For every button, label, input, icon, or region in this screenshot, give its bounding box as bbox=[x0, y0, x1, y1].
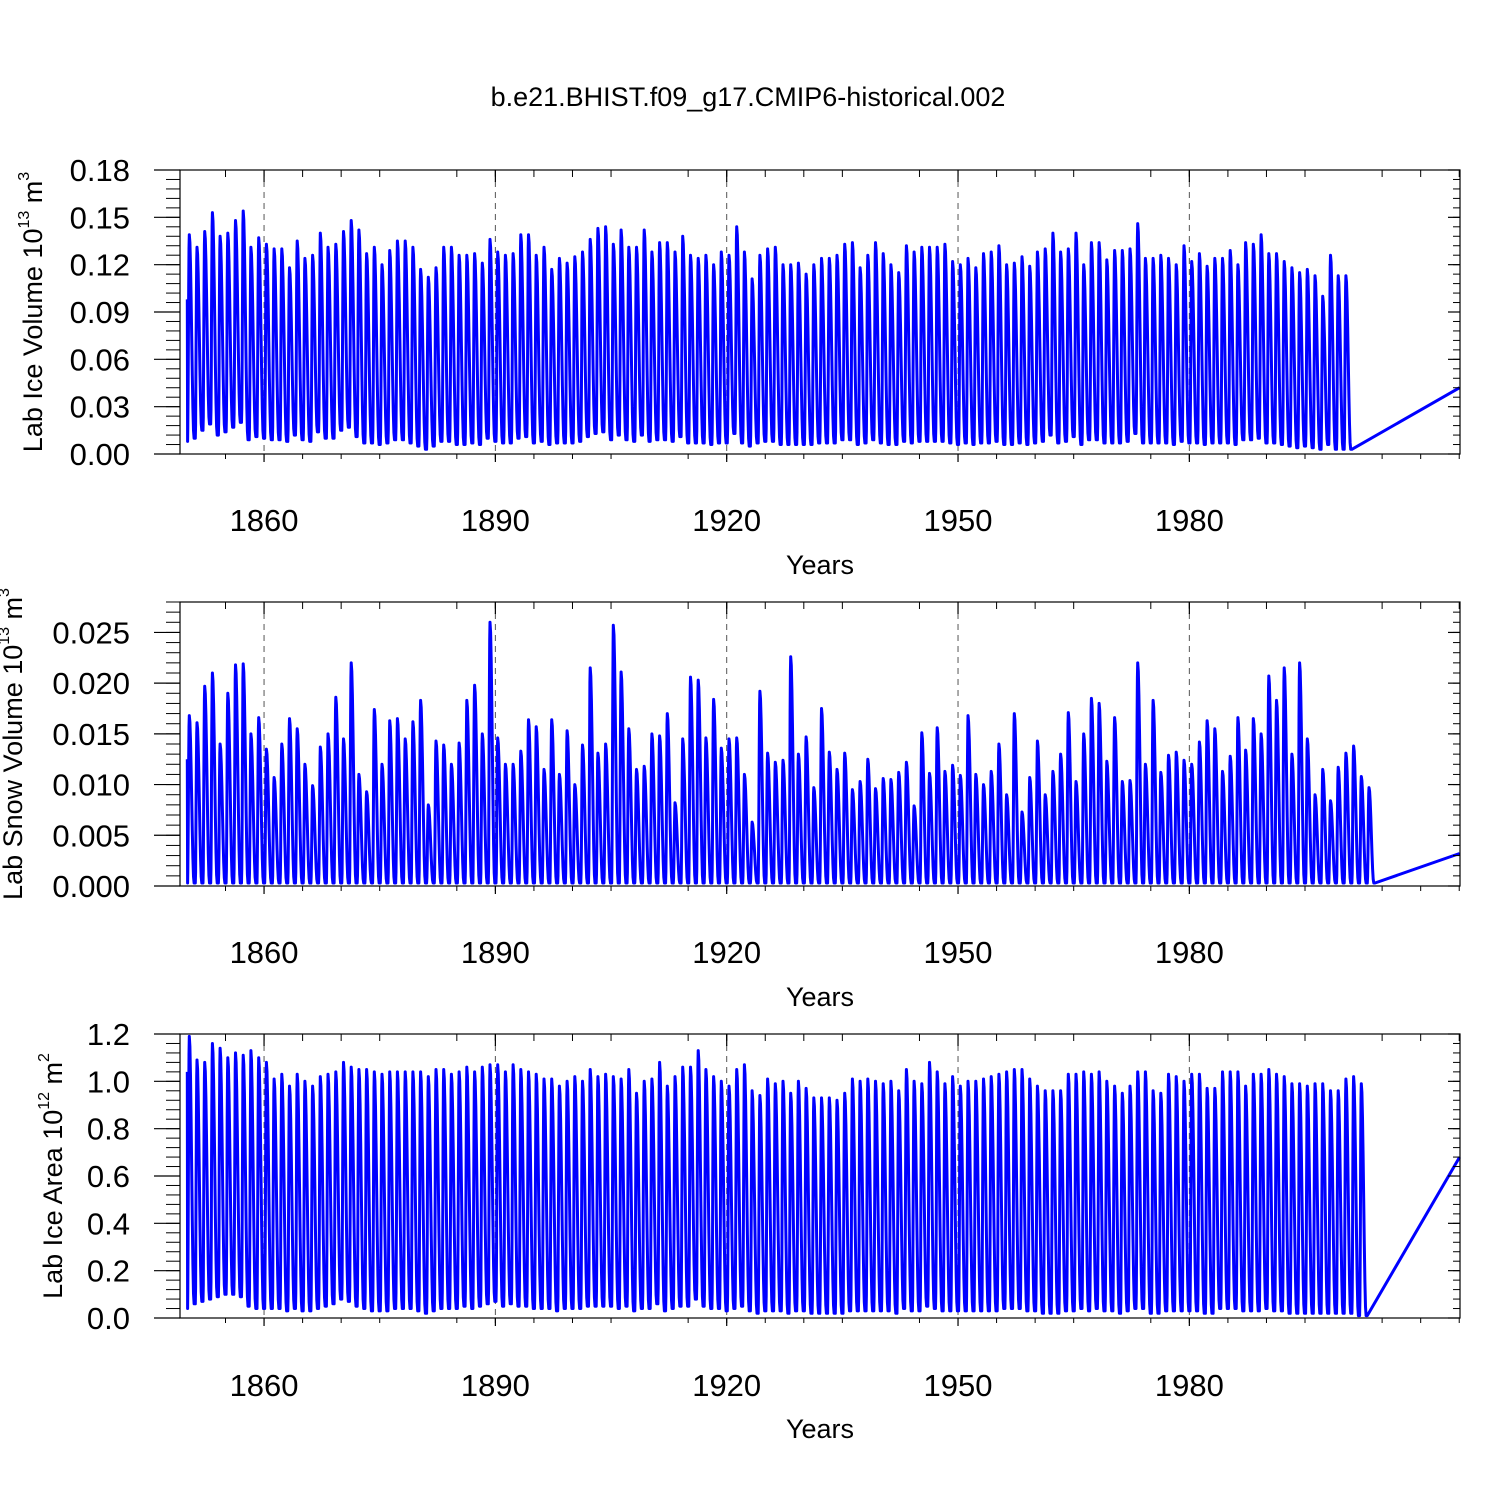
snow-volume-y-tick-label: 0.000 bbox=[52, 869, 130, 904]
snow-volume-y-tick-label: 0.020 bbox=[52, 666, 130, 701]
ice-volume-y-tick-label: 0.15 bbox=[70, 200, 130, 235]
snow-volume-x-tick-label: 1950 bbox=[924, 935, 993, 970]
ice-volume-x-axis-label: Years bbox=[786, 550, 854, 580]
ice-volume-x-tick-label: 1890 bbox=[461, 503, 530, 538]
ice-volume-x-tick-label: 1920 bbox=[692, 503, 761, 538]
snow-volume-y-tick-label: 0.025 bbox=[52, 615, 130, 650]
snow-volume-series-line bbox=[185, 620, 1461, 885]
ice-area-panel: 0.0 0.2 0.4 0.6 0.8 1.0 1.2 1860 1890 1920 1950 19… bbox=[36, 1017, 1461, 1444]
snow-volume-x-tick-label: 1980 bbox=[1155, 935, 1224, 970]
ice-area-y-tick-label: 0.6 bbox=[87, 1159, 130, 1194]
ice-volume-y-tick-label: 0.03 bbox=[70, 390, 130, 425]
ice-area-x-axis-label: Years bbox=[786, 1414, 854, 1444]
ice-volume-y-axis-label: Lab Ice Volume 1013 m3 bbox=[16, 172, 48, 452]
ice-volume-y-tick-label: 0.00 bbox=[70, 437, 130, 472]
ice-area-y-tick-label: 1.0 bbox=[87, 1064, 130, 1099]
ice-area-x-tick-label: 1980 bbox=[1155, 1368, 1224, 1403]
ice-volume-panel: 0.00 0.03 0.06 0.09 0.12 0.15 0.18 1860 1890 192… bbox=[16, 153, 1461, 580]
snow-volume-panel: 0.000 0.005 0.010 0.015 0.020 0.025 1860 1890 1… bbox=[0, 588, 1461, 1012]
ice-volume-x-tick-label: 1860 bbox=[230, 503, 299, 538]
snow-volume-x-tick-label: 1860 bbox=[230, 935, 299, 970]
ice-area-x-tick-label: 1920 bbox=[692, 1368, 761, 1403]
ice-area-x-tick-label: 1890 bbox=[461, 1368, 530, 1403]
snow-volume-x-tick-label: 1920 bbox=[692, 935, 761, 970]
ice-volume-x-tick-label: 1950 bbox=[924, 503, 993, 538]
ice-volume-y-tick-label: 0.09 bbox=[70, 295, 130, 330]
snow-volume-y-tick-label: 0.005 bbox=[52, 818, 130, 853]
snow-volume-x-axis-label: Years bbox=[786, 982, 854, 1012]
snow-volume-y-tick-label: 0.010 bbox=[52, 768, 130, 803]
ice-volume-series-line bbox=[185, 209, 1461, 451]
ice-area-y-tick-label: 0.2 bbox=[87, 1254, 130, 1289]
ice-area-x-tick-label: 1950 bbox=[924, 1368, 993, 1403]
ice-area-y-tick-label: 0.4 bbox=[87, 1206, 130, 1241]
ice-area-y-tick-label: 0.8 bbox=[87, 1112, 130, 1147]
ice-area-y-tick-label: 0.0 bbox=[87, 1301, 130, 1336]
figure-title: b.e21.BHIST.f09_g17.CMIP6-historical.002 bbox=[491, 82, 1006, 112]
ice-volume-x-tick-label: 1980 bbox=[1155, 503, 1224, 538]
snow-volume-y-tick-label: 0.015 bbox=[52, 717, 130, 752]
ice-volume-y-tick-label: 0.18 bbox=[70, 153, 130, 188]
snow-volume-y-axis-label: Lab Snow Volume 1013 m3 bbox=[0, 588, 28, 900]
ice-area-y-axis-label: Lab Ice Area 1012 m2 bbox=[36, 1053, 68, 1299]
ice-area-x-tick-label: 1860 bbox=[230, 1368, 299, 1403]
ice-volume-y-tick-label: 0.12 bbox=[70, 248, 130, 283]
ice-volume-y-tick-label: 0.06 bbox=[70, 342, 130, 377]
ice-area-series-line bbox=[185, 1034, 1461, 1318]
snow-volume-x-tick-label: 1890 bbox=[461, 935, 530, 970]
ice-area-y-tick-label: 1.2 bbox=[87, 1017, 130, 1052]
